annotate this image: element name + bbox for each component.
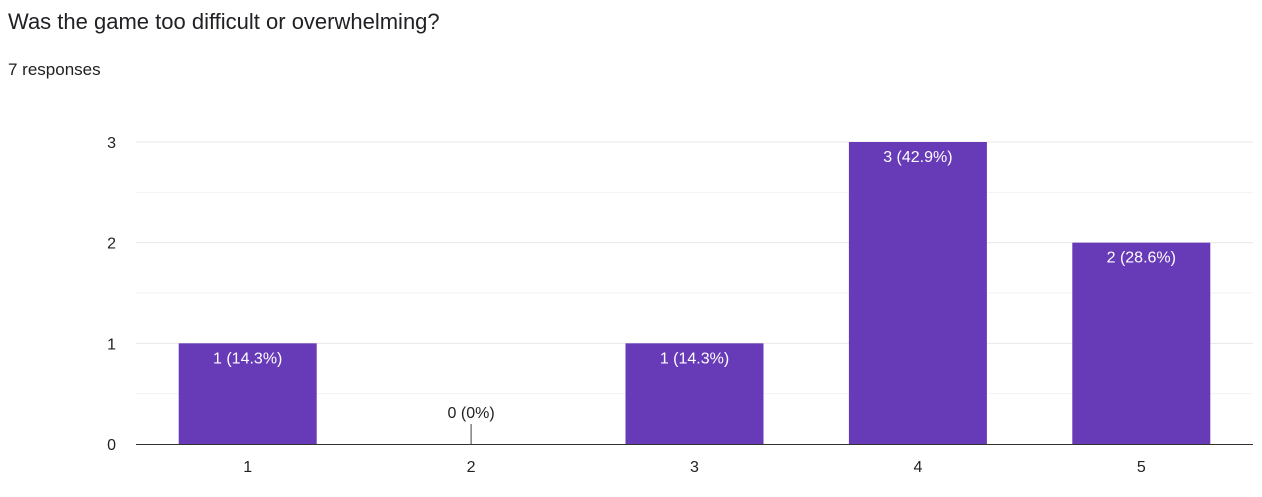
bar-data-label: 2 (28.6%) (1107, 250, 1176, 267)
x-axis-ticks: 1 2 3 4 5 (243, 459, 1146, 476)
y-tick-label: 1 (107, 336, 116, 353)
x-tick-label: 3 (690, 459, 699, 476)
bar-data-label: 1 (14.3%) (213, 350, 282, 367)
bar-data-label: 1 (14.3%) (660, 350, 729, 367)
response-count: 7 responses (8, 60, 101, 79)
y-tick-label: 0 (107, 437, 116, 454)
data-labels: 1 (14.3%) 0 (0%) 1 (14.3%) 3 (42.9%) 2 (28.6… (213, 149, 1176, 422)
bars (178, 142, 1211, 444)
x-tick-label: 4 (913, 459, 922, 476)
x-tick-label: 1 (243, 459, 252, 476)
bar (1072, 242, 1211, 444)
x-tick-label: 5 (1137, 459, 1146, 476)
bar-data-label: 0 (0%) (448, 405, 495, 422)
x-tick-label: 2 (467, 459, 476, 476)
y-tick-label: 2 (107, 236, 116, 253)
bar (178, 343, 317, 444)
bar-data-label: 3 (42.9%) (883, 149, 952, 166)
y-tick-label: 3 (107, 135, 116, 152)
bar (625, 343, 764, 444)
bar (848, 142, 987, 444)
y-axis-ticks: 0 1 2 3 (107, 135, 116, 454)
question-title: Was the game too difficult or overwhelmi… (8, 9, 440, 34)
